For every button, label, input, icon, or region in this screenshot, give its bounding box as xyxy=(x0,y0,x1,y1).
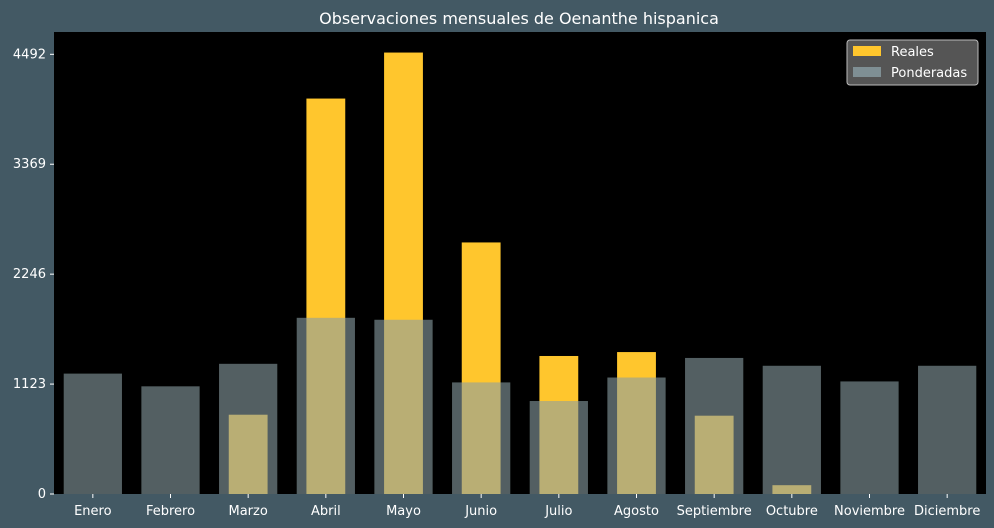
x-tick-label-marzo: Marzo xyxy=(229,504,268,519)
bar-ponderadas-agosto xyxy=(607,377,666,494)
x-tick-label-diciembre: Diciembre xyxy=(914,504,980,519)
legend: Reales Ponderadas xyxy=(846,39,979,86)
x-tick-label-junio: Junio xyxy=(464,504,497,519)
x-tick-label-noviembre: Noviembre xyxy=(834,504,905,519)
x-tick-label-agosto: Agosto xyxy=(614,504,659,519)
chart-title: Observaciones mensuales de Oenanthe hisp… xyxy=(319,9,719,28)
bar-ponderadas-marzo xyxy=(219,363,278,494)
legend-label-ponderadas: Ponderadas xyxy=(891,66,967,81)
series-reales xyxy=(63,52,977,494)
legend-swatch-ponderadas xyxy=(853,67,881,77)
plot-area xyxy=(54,32,986,494)
y-tick-label: 0 xyxy=(38,487,46,502)
y-tick-label: 2246 xyxy=(13,267,46,282)
x-tick-label-febrero: Febrero xyxy=(146,504,195,519)
y-tick-label: 4492 xyxy=(13,47,46,62)
bar-ponderadas-mayo xyxy=(374,319,433,494)
x-tick-label-julio: Julio xyxy=(544,504,572,519)
legend-swatch-reales xyxy=(853,46,881,56)
x-tick-label-septiembre: Septiembre xyxy=(677,504,752,519)
bar-ponderadas-febrero xyxy=(141,386,200,494)
x-axis: Enero Febrero Marzo Abril Mayo Junio Julio Agos… xyxy=(74,494,980,519)
x-tick-label-abril: Abril xyxy=(311,504,341,519)
y-tick-label: 1123 xyxy=(13,377,46,392)
bar-ponderadas-enero xyxy=(63,373,122,494)
y-tick-label: 3369 xyxy=(13,157,46,172)
x-tick-label-mayo: Mayo xyxy=(386,504,421,519)
legend-label-reales: Reales xyxy=(891,45,934,60)
bar-ponderadas-diciembre xyxy=(918,365,977,494)
x-tick-label-enero: Enero xyxy=(74,504,112,519)
bar-ponderadas-abril xyxy=(296,317,355,494)
x-tick-label-octubre: Octubre xyxy=(766,504,818,519)
bar-ponderadas-septiembre xyxy=(685,357,744,494)
y-axis: 0 1123 2246 3369 4492 xyxy=(13,47,54,502)
bar-ponderadas-octubre xyxy=(762,365,821,494)
bar-ponderadas-julio xyxy=(529,401,588,494)
bar-ponderadas-noviembre xyxy=(840,381,899,494)
bar-ponderadas-junio xyxy=(452,382,511,494)
